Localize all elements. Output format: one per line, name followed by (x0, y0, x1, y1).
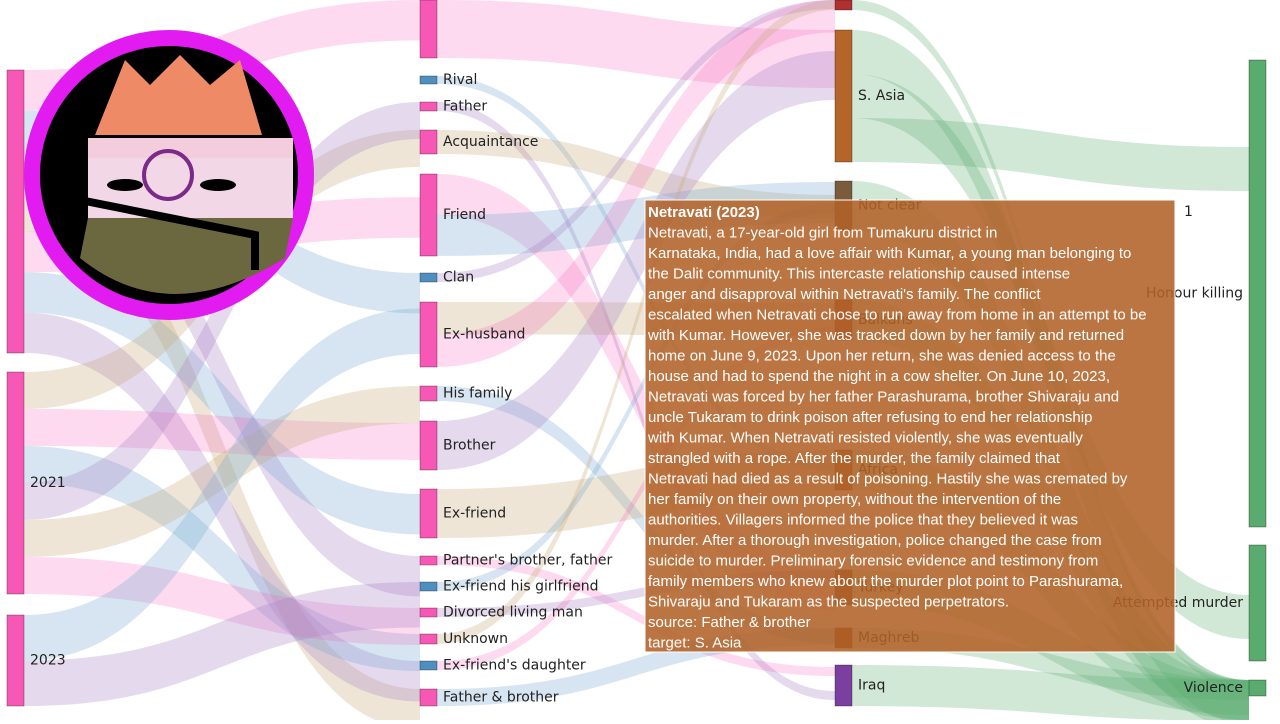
link (24, 582, 420, 706)
link (24, 150, 420, 597)
tooltip-line: authorities. Villagers informed the poli… (648, 512, 1078, 529)
node (419, 173, 438, 257)
link (437, 556, 835, 676)
tooltip-line: target: S. Asia (648, 635, 742, 652)
link (24, 102, 420, 520)
tooltip-line: with Kumar. When Netravati resisted viol… (647, 430, 1083, 447)
node-label: Father (443, 99, 487, 115)
node (419, 0, 438, 59)
tooltip-line: Shivaraju and Tukaram as the suspected p… (648, 594, 1009, 611)
node (419, 75, 438, 85)
node (419, 581, 438, 592)
link (437, 174, 835, 611)
node (1248, 544, 1267, 662)
link (437, 0, 835, 644)
tooltip-line: home on June 9, 2023. Upon her return, s… (648, 348, 1116, 365)
link (24, 308, 420, 661)
link (24, 386, 420, 557)
node-label: Violence (1184, 680, 1243, 696)
tooltip-line: Karnataka, India, had a love affair with… (648, 245, 1131, 262)
link (24, 557, 420, 645)
node (834, 29, 853, 163)
tooltip-text: Netravati (2023) Netravati, a 17-year-old… (647, 204, 1147, 652)
tooltip-line: suicide to murder. Preliminary forensic … (648, 553, 1098, 570)
tooltip-line: family members who knew about the murder… (648, 573, 1123, 590)
link (437, 102, 835, 700)
tooltip-line: Netravati (2023) (648, 204, 760, 221)
link (437, 130, 835, 219)
link (24, 312, 420, 702)
node-label: Partner's brother, father (443, 553, 612, 569)
link (437, 386, 835, 644)
node-label: Ex-friend his girlfriend (443, 579, 598, 595)
logo (24, 30, 314, 320)
node-label: Brother (443, 438, 496, 454)
node (419, 660, 438, 671)
link (437, 0, 835, 88)
link (437, 76, 835, 471)
tooltip-line: house and had to spend the night in a co… (648, 368, 1110, 385)
tooltip-line: Netravati, a 17-year-old girl from Tumak… (648, 225, 997, 242)
node-label: Unknown (443, 631, 508, 647)
node (834, 664, 853, 707)
node-label: His family (443, 386, 512, 402)
node (834, 0, 853, 11)
tooltip: Netravati (2023) Netravati, a 17-year-old… (644, 199, 1176, 653)
tooltip-line: anger and disapproval within Netravati's… (648, 286, 1041, 303)
tooltip-line: with Kumar. However, she was tracked dow… (647, 327, 1124, 344)
node (419, 129, 438, 155)
tooltip-line: the Dalit community. This intercaste rel… (648, 266, 1070, 283)
node-label: Clan (443, 270, 474, 286)
link (852, 118, 1249, 191)
node (6, 371, 25, 595)
node (419, 101, 438, 112)
node-label: Friend (443, 207, 486, 223)
tooltip-line: Netravati was forced by her father Paras… (648, 389, 1119, 406)
node-label: 2023 (30, 653, 66, 669)
node-label: Rival (443, 72, 477, 88)
link (437, 51, 835, 470)
node (419, 488, 438, 539)
tooltip-line: uncle Tukaram to drink poison after refu… (648, 409, 1092, 426)
node (1248, 679, 1267, 697)
link (24, 446, 420, 671)
link (437, 0, 835, 367)
node (1248, 59, 1267, 528)
tooltip-line: strangled with a rope. After the murder,… (648, 450, 1061, 467)
link (437, 0, 835, 282)
link (852, 665, 1249, 721)
link (24, 272, 420, 535)
node (419, 607, 438, 618)
node-label: S. Asia (858, 88, 905, 104)
node (419, 272, 438, 283)
node-label: Iraq (858, 678, 885, 694)
node-label: Acquaintance (443, 134, 538, 150)
link (24, 409, 420, 460)
node (6, 614, 25, 707)
tooltip-line: Netravati had died as a result of poison… (648, 471, 1128, 488)
node-label: 2021 (30, 475, 66, 491)
node (419, 555, 438, 566)
node (419, 688, 438, 707)
node-label: Ex-friend (443, 506, 506, 522)
node (419, 301, 438, 368)
link (24, 191, 420, 724)
node (419, 385, 438, 402)
tooltip-line: her family on their own property, withou… (648, 491, 1061, 508)
node-label: Father & brother (443, 690, 559, 706)
badge: 1 (1184, 204, 1193, 220)
link (437, 204, 835, 591)
node-label: Ex-friend's daughter (443, 658, 586, 674)
link (437, 327, 835, 670)
tooltip-line: murder. After a thorough investigation, … (648, 532, 1102, 549)
node (419, 633, 438, 645)
node-label: Ex-husband (443, 327, 525, 343)
node (419, 420, 438, 471)
node (6, 69, 25, 354)
tooltip-line: source: Father & brother (648, 614, 811, 631)
node-label: Divorced living man (443, 605, 583, 621)
tooltip-line: escalated when Netravati chose to run aw… (648, 307, 1147, 324)
